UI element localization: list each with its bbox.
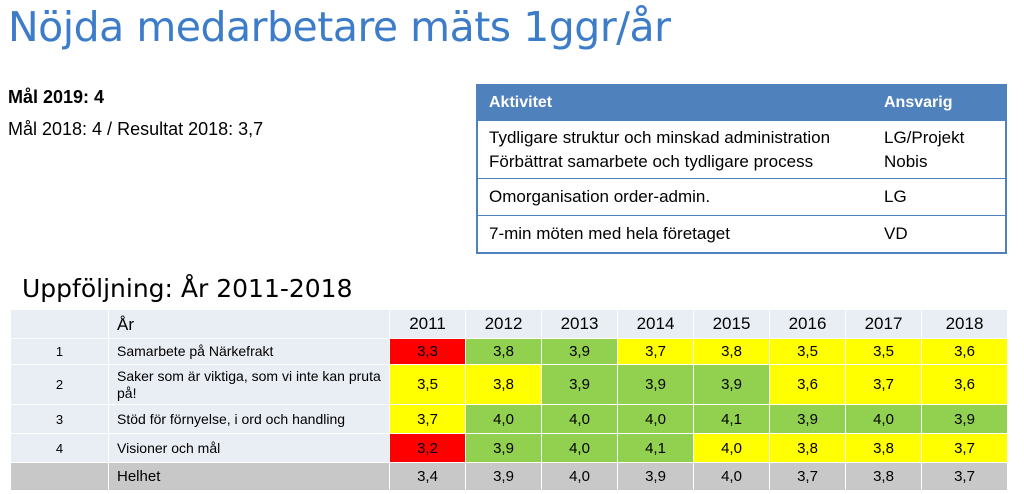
score-cell: 3,5 [845, 338, 922, 365]
score-cell: 3,7 [921, 433, 1008, 463]
score-cell: 3,9 [769, 404, 846, 434]
score-cell: 3,9 [465, 433, 542, 463]
total-row: Helhet 3,4 3,9 4,0 3,9 4,0 3,7 3,8 3,7 [10, 462, 1008, 491]
responsible-header: Ansvarig [884, 94, 953, 111]
page-title: Nöjda medarbetare mäts 1ggr/år [8, 3, 671, 51]
score-cell: 4,0 [845, 404, 922, 434]
score-cell: 3,5 [389, 364, 466, 405]
score-cell: 4,0 [693, 433, 770, 463]
total-score-cell: 3,4 [389, 462, 466, 491]
activity-text: Omorganisation order-admin. [489, 187, 711, 206]
row-label: Stöd för förnyelse, i ord och handling [108, 404, 390, 434]
activity-table-header: Aktivitet Ansvarig [478, 86, 1005, 120]
score-cell: 3,9 [693, 364, 770, 405]
activity-row: Tydligare struktur och minskad administr… [478, 120, 1005, 178]
year-header: 2011 [389, 309, 466, 339]
score-cell: 3,9 [617, 364, 694, 405]
score-cell: 3,8 [845, 433, 922, 463]
table-row: 2 Saker som är viktiga, som vi inte kan p… [10, 364, 1008, 405]
score-cell: 3,8 [465, 338, 542, 365]
responsible-text: LG/Projekt [884, 128, 965, 147]
year-header: 2016 [769, 309, 846, 339]
score-cell: 3,2 [389, 433, 466, 463]
score-cell: 3,7 [389, 404, 466, 434]
total-score-cell: 3,8 [845, 462, 922, 491]
activity-header: Aktivitet [489, 94, 553, 111]
score-cell: 3,8 [465, 364, 542, 405]
year-header: 2012 [465, 309, 542, 339]
score-cell: 3,9 [541, 338, 618, 365]
score-cell: 3,3 [389, 338, 466, 365]
year-header: 2018 [921, 309, 1008, 339]
total-label: Helhet [108, 462, 390, 491]
responsible-text: LG [884, 187, 907, 206]
year-header: 2013 [541, 309, 618, 339]
total-score-cell: 3,9 [617, 462, 694, 491]
year-header: 2014 [617, 309, 694, 339]
total-score-cell: 4,0 [693, 462, 770, 491]
empty-cell [10, 309, 109, 339]
row-number: 3 [10, 404, 109, 434]
score-cell: 4,1 [693, 404, 770, 434]
activity-text: 7-min möten med hela företaget [489, 224, 730, 243]
goal-2019: Mål 2019: 4 [8, 87, 105, 107]
row-number: 4 [10, 433, 109, 463]
row-number: 1 [10, 338, 109, 365]
total-score-cell: 4,0 [541, 462, 618, 491]
activity-text: Förbättrat samarbete och tydligare proce… [489, 152, 814, 171]
goal-2018-result: Mål 2018: 4 / Resultat 2018: 3,7 [8, 119, 264, 139]
score-cell: 4,0 [617, 404, 694, 434]
score-cell: 3,8 [769, 433, 846, 463]
table-row: 3 Stöd för förnyelse, i ord och handling 3… [10, 404, 1008, 434]
followup-title: Uppföljning: År 2011-2018 [22, 274, 353, 303]
score-cell: 4,0 [541, 404, 618, 434]
activity-row: Omorganisation order-admin. LG [478, 178, 1005, 215]
year-header: 2017 [845, 309, 922, 339]
score-cell: 3,5 [769, 338, 846, 365]
year-header-label: År [108, 309, 390, 339]
score-cell: 3,6 [769, 364, 846, 405]
row-label: Saker som är viktiga, som vi inte kan pr… [108, 364, 390, 405]
activity-table: Aktivitet Ansvarig Tydligare struktur oc… [476, 84, 1007, 254]
score-cell: 3,9 [541, 364, 618, 405]
total-score-cell: 3,9 [465, 462, 542, 491]
responsible-text: VD [884, 224, 908, 243]
score-cell: 3,8 [693, 338, 770, 365]
row-number: 2 [10, 364, 109, 405]
responsible-text: Nobis [884, 152, 928, 171]
total-score-cell: 3,7 [769, 462, 846, 491]
score-cell: 3,6 [921, 364, 1008, 405]
total-score-cell: 3,7 [921, 462, 1008, 491]
year-header: 2015 [693, 309, 770, 339]
activity-row: 7-min möten med hela företaget VD [478, 215, 1005, 252]
table-row: 1 Samarbete på Närkefrakt 3,3 3,8 3,9 3,7 3,8 3… [10, 338, 1008, 365]
row-label: Visioner och mål [108, 433, 390, 463]
empty-cell [10, 462, 109, 491]
score-cell: 3,6 [921, 338, 1008, 365]
score-cell: 4,0 [465, 404, 542, 434]
row-label: Samarbete på Närkefrakt [108, 338, 390, 365]
table-header-row: År 2011 2012 2013 2014 2015 2016 2017 2018 [10, 309, 1008, 339]
score-cell: 3,7 [617, 338, 694, 365]
activity-text: Tydligare struktur och minskad administr… [489, 128, 831, 147]
score-cell: 3,9 [921, 404, 1008, 434]
score-cell: 4,0 [541, 433, 618, 463]
followup-table: År 2011 2012 2013 2014 2015 2016 2017 2018 1 Samar… [10, 309, 1008, 491]
score-cell: 3,7 [845, 364, 922, 405]
score-cell: 4,1 [617, 433, 694, 463]
activity-cell: Tydligare struktur och minskad administr… [478, 126, 884, 178]
table-row: 4 Visioner och mål 3,2 3,9 4,0 4,1 4,0 3,8 3,8 3,… [10, 433, 1008, 463]
responsible-cell: LG/Projekt Nobis [884, 126, 1005, 178]
